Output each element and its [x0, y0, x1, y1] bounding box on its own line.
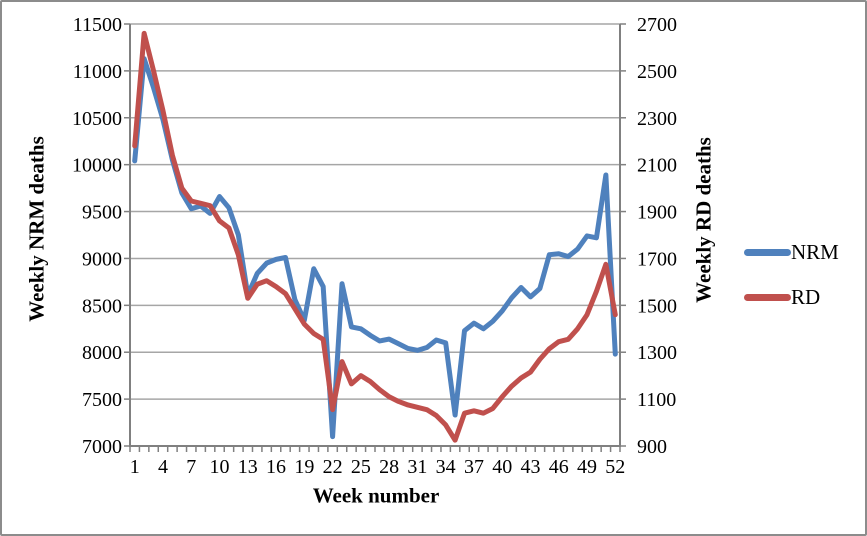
svg-text:34: 34 [436, 456, 456, 478]
legend-item-nrm: NRM [744, 240, 839, 264]
svg-text:13: 13 [238, 456, 258, 478]
svg-text:9000: 9000 [82, 248, 122, 270]
svg-text:10500: 10500 [72, 108, 122, 130]
svg-text:40: 40 [492, 456, 512, 478]
svg-text:2300: 2300 [637, 108, 677, 130]
svg-text:11000: 11000 [73, 61, 122, 83]
legend-item-rd: RD [744, 285, 839, 309]
svg-text:2500: 2500 [637, 61, 677, 83]
series-line-rd [132, 30, 618, 443]
svg-text:49: 49 [577, 456, 597, 478]
svg-text:10: 10 [210, 456, 230, 478]
axis-lines [129, 24, 621, 447]
left-axis-title: Weekly NRM deaths [24, 136, 49, 322]
svg-text:8500: 8500 [82, 295, 122, 317]
svg-text:1700: 1700 [637, 248, 677, 270]
svg-text:31: 31 [407, 456, 427, 478]
svg-text:1500: 1500 [637, 295, 677, 317]
right-axis-title: Weekly RD deaths [691, 137, 716, 303]
svg-text:1: 1 [130, 456, 140, 478]
legend-label-nrm: NRM [791, 240, 839, 264]
svg-text:900: 900 [637, 436, 667, 458]
x-axis-title: Week number [312, 483, 440, 508]
svg-text:25: 25 [351, 456, 371, 478]
svg-text:2100: 2100 [637, 155, 677, 177]
svg-text:7500: 7500 [82, 389, 122, 411]
nrm-line-swatch [744, 248, 791, 256]
svg-text:9500: 9500 [82, 202, 122, 224]
svg-text:8000: 8000 [82, 342, 122, 364]
svg-text:43: 43 [520, 456, 540, 478]
svg-text:4: 4 [158, 456, 168, 478]
svg-text:22: 22 [323, 456, 343, 478]
svg-text:1100: 1100 [637, 389, 676, 411]
series-line-nrm [132, 56, 618, 440]
svg-text:7: 7 [186, 456, 196, 478]
svg-text:1300: 1300 [637, 342, 677, 364]
svg-text:1900: 1900 [637, 202, 677, 224]
legend: NRM RD [744, 240, 839, 309]
svg-text:2700: 2700 [637, 14, 677, 36]
svg-text:28: 28 [379, 456, 399, 478]
legend-label-rd: RD [791, 285, 821, 309]
svg-text:11500: 11500 [73, 14, 122, 36]
tick-labels: 7000 7500 8000 8500 9000 9500 10000 10500 11000 1… [72, 14, 677, 478]
rd-line-swatch [744, 293, 791, 301]
svg-text:7000: 7000 [82, 436, 122, 458]
svg-text:16: 16 [266, 456, 286, 478]
svg-text:19: 19 [294, 456, 314, 478]
svg-text:10000: 10000 [72, 155, 122, 177]
svg-text:37: 37 [464, 456, 484, 478]
svg-text:46: 46 [549, 456, 569, 478]
svg-text:52: 52 [605, 456, 625, 478]
